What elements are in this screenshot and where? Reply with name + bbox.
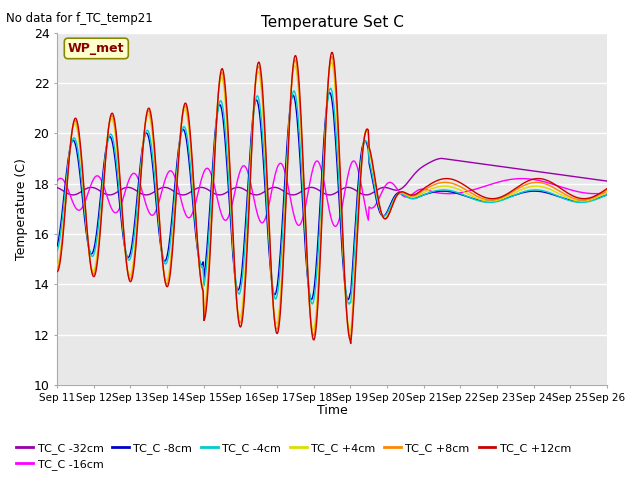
Y-axis label: Temperature (C): Temperature (C) xyxy=(15,158,28,260)
X-axis label: Time: Time xyxy=(317,404,348,417)
Title: Temperature Set C: Temperature Set C xyxy=(260,15,403,30)
Text: No data for f_TC_temp21: No data for f_TC_temp21 xyxy=(6,12,153,25)
Text: WP_met: WP_met xyxy=(68,42,125,55)
Legend: TC_C -32cm, TC_C -16cm, TC_C -8cm, TC_C -4cm, TC_C +4cm, TC_C +8cm, TC_C +12cm: TC_C -32cm, TC_C -16cm, TC_C -8cm, TC_C … xyxy=(12,438,575,474)
